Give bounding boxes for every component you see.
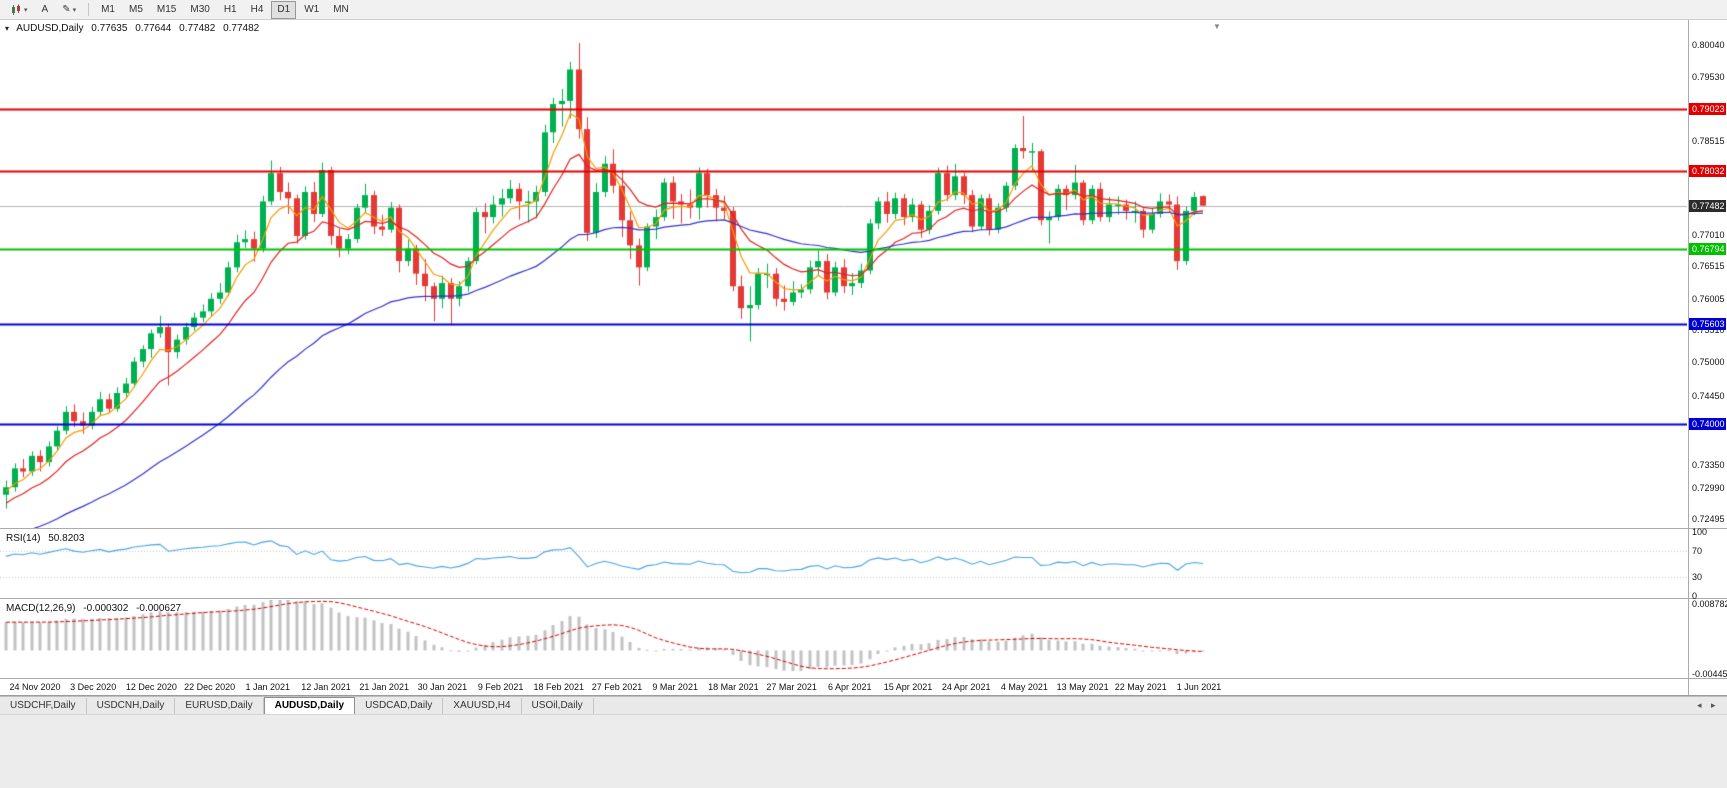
- price-axis[interactable]: [1688, 20, 1689, 695]
- bar-high-value: 0.77644: [135, 23, 172, 34]
- timeframe-button-m30[interactable]: M30: [190, 4, 210, 15]
- window-divider: [0, 695, 1727, 696]
- timeframe-button-h1[interactable]: H1: [223, 4, 237, 15]
- chart-tab-eurusd[interactable]: EURUSD,Daily: [175, 698, 264, 714]
- timeframe-button-m1[interactable]: M1: [101, 4, 115, 15]
- time-axis-label: 3 Dec 2020: [70, 682, 117, 692]
- rsi-value: 50.8203: [48, 533, 85, 544]
- rsi-name: RSI(14): [6, 533, 41, 544]
- price-tick: 0.79530: [1692, 72, 1725, 82]
- price-tick: 0.78515: [1692, 135, 1725, 146]
- tab-scroll-right-button[interactable]: ▸: [1711, 700, 1716, 710]
- time-axis-label: 1 Jan 2021: [245, 682, 291, 692]
- one-click-trading-toggle[interactable]: ▾: [5, 24, 10, 33]
- time-axis-label: 4 May 2021: [1000, 682, 1048, 692]
- time-axis-label: 9 Feb 2021: [477, 682, 524, 692]
- macd-scale-tick: -0.004451: [1692, 669, 1727, 679]
- time-axis-label: 27 Mar 2021: [766, 682, 817, 692]
- tab-scroll-left-button[interactable]: ◂: [1697, 700, 1702, 710]
- price-line-badge: 0.74000: [1689, 418, 1726, 431]
- toolbar-separator: [88, 3, 90, 16]
- rsi-indicator-label: RSI(14) 50.8203: [6, 533, 89, 544]
- time-axis-label: 15 Apr 2021: [883, 682, 933, 692]
- chart-tab-usdchf[interactable]: USDCHF,Daily: [0, 698, 87, 714]
- rsi-scale-tick: 70: [1692, 546, 1703, 557]
- bar-close-value: 0.77482: [223, 23, 260, 34]
- macd-indicator-label: MACD(12,26,9) -0.000302 -0.000627: [6, 603, 186, 614]
- time-axis-label: 22 May 2021: [1114, 682, 1167, 692]
- price-line-badge: 0.75603: [1689, 317, 1726, 330]
- chart-tab-usoil[interactable]: USOil,Daily: [521, 698, 594, 714]
- status-area: [0, 714, 1727, 788]
- chart-title: ▾ AUDUSD,Daily 0.77635 0.77644 0.77482 0…: [5, 23, 264, 34]
- price-tick: 0.76515: [1692, 261, 1725, 272]
- cursor-tool-button[interactable]: A: [41, 4, 49, 15]
- price-tick: 0.73350: [1692, 460, 1725, 471]
- price-line-badge: 0.76794: [1689, 242, 1726, 255]
- bar-low-value: 0.77482: [179, 23, 216, 34]
- rsi-scale-tick: 100: [1692, 527, 1708, 537]
- rsi-panel-canvas[interactable]: [0, 530, 1687, 598]
- macd-signal-value: -0.000627: [136, 603, 182, 614]
- time-axis-label: 13 May 2021: [1056, 682, 1109, 692]
- time-axis-label: 24 Apr 2021: [941, 682, 991, 692]
- timeframe-button-w1[interactable]: W1: [304, 4, 320, 15]
- panel-splitter[interactable]: [0, 678, 1727, 679]
- timeframe-toolbar: M1 M5 M15 M30 H1 H4 D1 W1 MN: [94, 0, 356, 19]
- panel-splitter[interactable]: [0, 598, 1727, 599]
- price-tick: 0.75000: [1692, 356, 1725, 367]
- pencil-icon: ✎: [62, 4, 71, 15]
- price-line-badge: 0.78032: [1689, 165, 1726, 178]
- price-line-badge: 0.79023: [1689, 102, 1726, 115]
- top-toolbar: ▾ A ✎ ▾ M1 M5 M15 M30 H1 H4 D1 W1 MN: [0, 0, 1727, 20]
- timeframe-button-mn[interactable]: MN: [333, 4, 349, 15]
- timeframe-button-m5[interactable]: M5: [129, 4, 143, 15]
- macd-main-value: -0.000302: [83, 603, 129, 614]
- timeframe-button-h4[interactable]: H4: [250, 4, 264, 15]
- time-axis-label: 6 Apr 2021: [828, 682, 872, 692]
- time-axis-label: 30 Jan 2021: [417, 682, 468, 692]
- chart-tab-audusd[interactable]: AUDUSD,Daily: [263, 697, 356, 714]
- time-axis-label: 12 Dec 2020: [125, 682, 177, 692]
- bar-open-value: 0.77635: [91, 23, 128, 34]
- time-axis-label: 21 Jan 2021: [359, 682, 409, 692]
- time-axis-label: 18 Feb 2021: [533, 682, 585, 692]
- time-axis-label: 1 Jun 2021: [1176, 682, 1222, 692]
- time-axis-label: 22 Dec 2020: [184, 682, 236, 692]
- rsi-scale-tick: 30: [1692, 571, 1703, 582]
- timeframe-button-d1[interactable]: D1: [271, 0, 297, 19]
- macd-name: MACD(12,26,9): [6, 603, 76, 614]
- price-tick: 0.80040: [1692, 40, 1725, 50]
- chart-tab-xauusd[interactable]: XAUUSD,H4: [443, 698, 522, 714]
- time-axis-label: 27 Feb 2021: [591, 682, 643, 692]
- chart-tab-usdcad[interactable]: USDCAD,Daily: [355, 698, 444, 714]
- candlestick-chart-icon: [12, 4, 20, 15]
- price-tick: 0.72990: [1692, 482, 1725, 493]
- macd-panel-canvas[interactable]: [0, 600, 1687, 678]
- time-axis-label: 24 Nov 2020: [9, 682, 61, 692]
- draw-tool-button[interactable]: ✎ ▾: [56, 1, 82, 19]
- current-price-badge: 0.77482: [1689, 199, 1726, 212]
- chart-shift-marker[interactable]: ▼: [1213, 22, 1221, 31]
- price-tick: 0.76005: [1692, 293, 1725, 304]
- time-axis-label: 12 Jan 2021: [301, 682, 351, 692]
- chart-type-button[interactable]: ▾: [4, 1, 34, 19]
- chevron-down-icon: ▾: [24, 6, 28, 14]
- time-axis-label: 18 Mar 2021: [708, 682, 759, 692]
- chart-tab-usdcnh[interactable]: USDCNH,Daily: [86, 698, 176, 714]
- timeframe-button-m15[interactable]: M15: [156, 4, 177, 15]
- panel-splitter[interactable]: [0, 528, 1727, 529]
- chevron-down-icon: ▾: [72, 6, 77, 14]
- chart-tab-bar: USDCHF,Daily USDCNH,Daily EURUSD,Daily AUDU…: [0, 696, 1727, 714]
- price-tick: 0.74450: [1692, 391, 1725, 402]
- price-tick: 0.72495: [1692, 514, 1725, 524]
- price-chart-canvas[interactable]: [0, 20, 1687, 528]
- price-tick: 0.77010: [1692, 230, 1725, 241]
- rsi-scale-tick: 0: [1692, 591, 1698, 601]
- macd-scale-tick: 0.008782: [1692, 599, 1727, 609]
- chart-symbol-period: AUDUSD,Daily: [16, 23, 84, 34]
- time-axis-label: 9 Mar 2021: [652, 682, 698, 692]
